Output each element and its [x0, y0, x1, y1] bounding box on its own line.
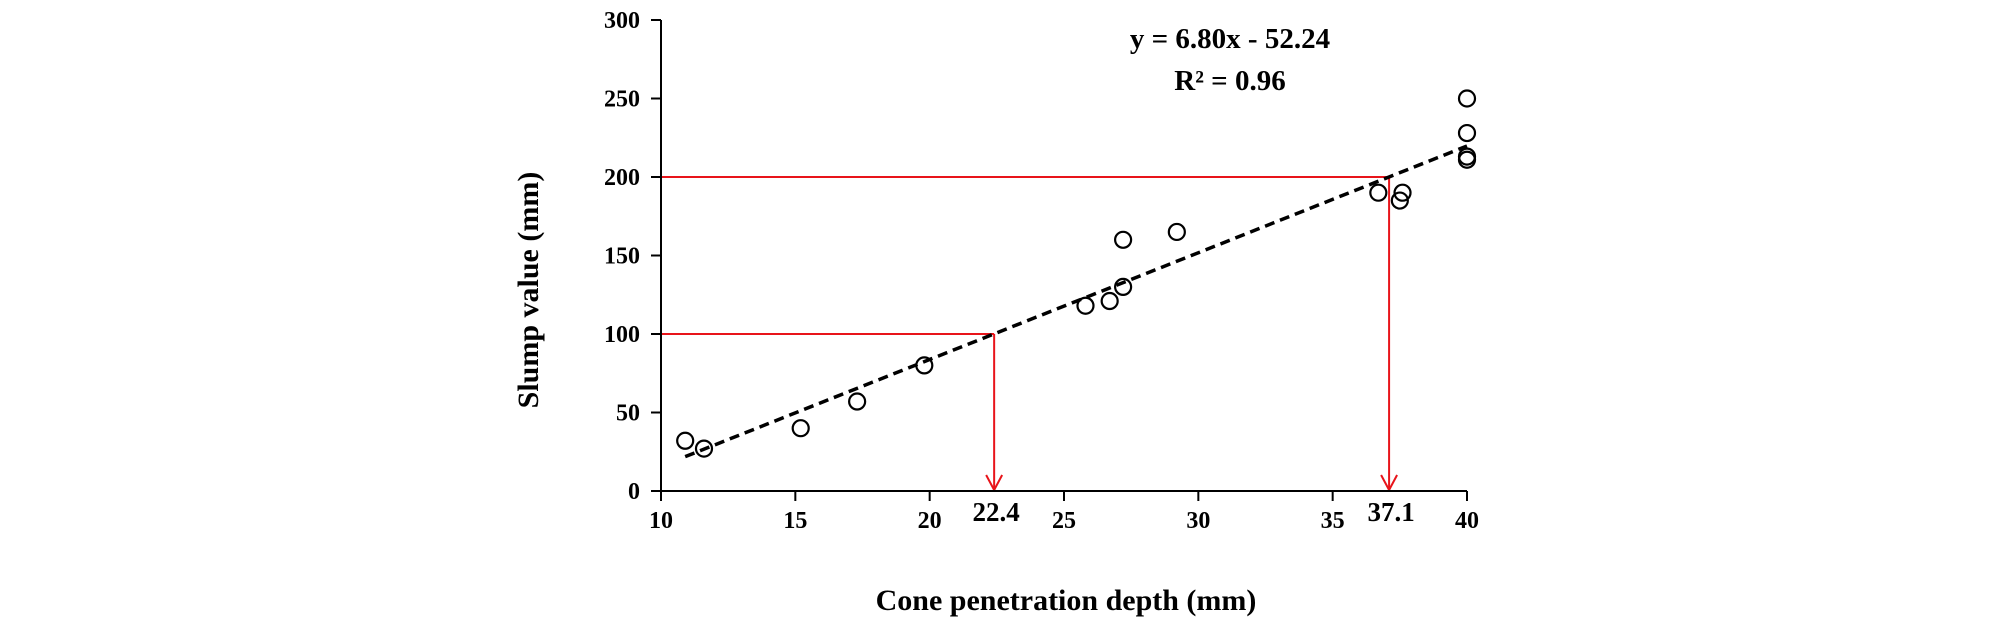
y-axis-title: Slump value (mm)	[512, 172, 545, 409]
data-point	[694, 439, 714, 458]
data-point	[848, 392, 867, 411]
data-point	[1167, 222, 1186, 242]
data-point	[1114, 277, 1133, 296]
trendline-equation: y = 6.80x - 52.24	[1130, 23, 1330, 55]
x-axis-title: Cone penetration depth (mm)	[876, 584, 1257, 617]
tick-label-layer: 0 50 100 150 200 250 300 10 15 20 25 30 35 40 22.4 37.1	[604, 8, 1479, 534]
x-tick-label: 10	[649, 508, 673, 534]
y-tick-label: 250	[604, 87, 640, 113]
data-point	[1457, 123, 1477, 143]
y-tick-label: 300	[604, 8, 640, 34]
x-tick-label: 35	[1321, 508, 1345, 534]
text-layer: y = 6.80x - 52.24 R² = 0.96 Cone penetra…	[512, 23, 1330, 617]
data-point	[1369, 183, 1388, 202]
x-tick-label: 25	[1052, 508, 1076, 534]
y-tick-label: 100	[604, 322, 640, 348]
trendline-layer	[684, 144, 1468, 459]
callout-layer	[661, 176, 1398, 493]
data-point	[1457, 150, 1477, 169]
data-point	[1100, 291, 1119, 311]
data-point	[791, 419, 810, 438]
data-point	[676, 431, 695, 450]
x-tick-label: 40	[1455, 508, 1479, 534]
y-tick-label: 50	[616, 401, 640, 427]
data-point	[1393, 183, 1412, 202]
y-tick-label: 150	[604, 244, 640, 270]
x-tick-label: 20	[918, 508, 942, 534]
data-point	[1457, 89, 1477, 108]
axes-layer	[651, 19, 1468, 501]
x-tick-label: 30	[1186, 508, 1210, 534]
r-squared-label: R² = 0.96	[1174, 65, 1285, 97]
data-point	[1114, 230, 1133, 249]
data-point	[1076, 296, 1095, 315]
data-points-layer	[676, 89, 1477, 458]
y-tick-label: 200	[604, 165, 640, 191]
callout-x-value-label: 22.4	[973, 497, 1020, 527]
data-point	[915, 356, 934, 375]
callout-x-value-label: 37.1	[1367, 497, 1414, 527]
data-point	[1390, 191, 1409, 210]
y-tick-label: 0	[628, 479, 640, 505]
x-tick-label: 15	[783, 508, 807, 534]
trendline	[684, 144, 1468, 459]
